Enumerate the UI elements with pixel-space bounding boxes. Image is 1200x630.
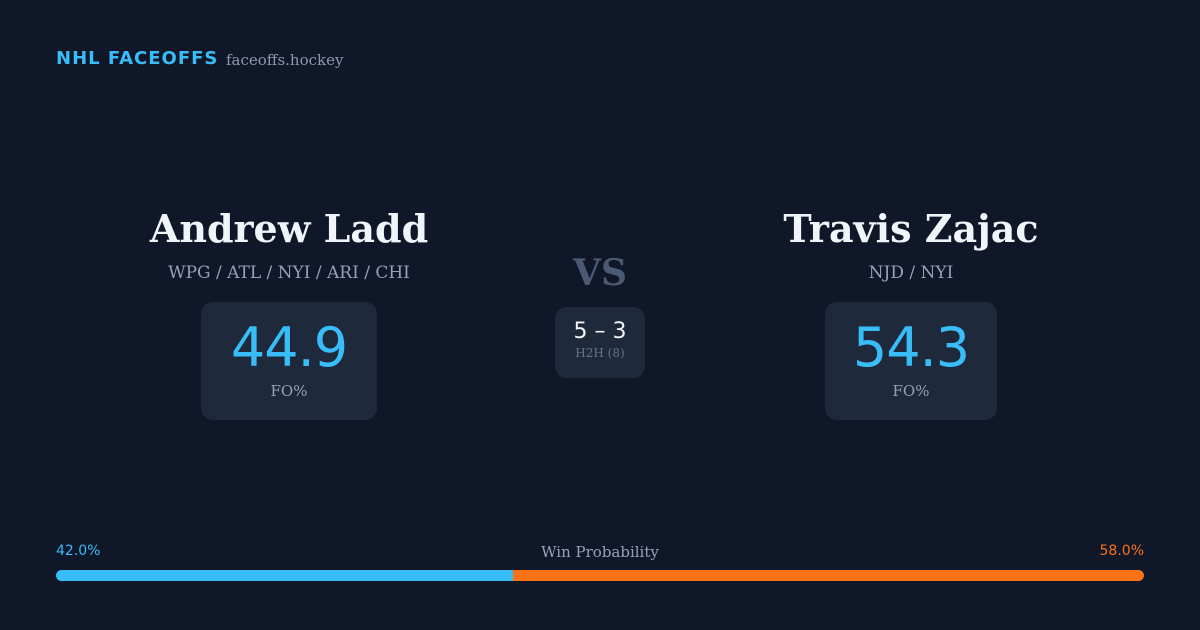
player-name: Andrew Ladd xyxy=(149,206,429,251)
win-prob-bar xyxy=(56,570,1144,581)
h2h-label: H2H (8) xyxy=(575,346,625,360)
fo-label: FO% xyxy=(892,382,930,400)
fo-label: FO% xyxy=(270,382,308,400)
vs: VS xyxy=(573,252,627,294)
site: faceoffs.hockey xyxy=(226,51,344,69)
h2h-score: 5 – 3 xyxy=(573,319,627,344)
win-prob-title: Win Probability xyxy=(541,543,659,561)
fo-pct: 54.3 xyxy=(852,316,970,379)
h2h-card: 5 – 3 H2H (8) xyxy=(555,307,645,378)
player-name: Travis Zajac xyxy=(783,206,1039,251)
fo-card: 44.9 FO% xyxy=(201,302,377,420)
win-prob-segment xyxy=(56,570,513,581)
win-prob-right: 58.0% xyxy=(1099,543,1144,559)
fo-card: 54.3 FO% xyxy=(825,302,997,420)
win-prob-left: 42.0% xyxy=(56,543,101,559)
player-teams: WPG / ATL / NYI / ARI / CHI xyxy=(168,263,410,283)
player-teams: NJD / NYI xyxy=(868,263,954,283)
brand: NHL FACEOFFS xyxy=(56,48,219,69)
fo-pct: 44.9 xyxy=(230,316,348,379)
win-prob-segment xyxy=(512,570,1144,581)
